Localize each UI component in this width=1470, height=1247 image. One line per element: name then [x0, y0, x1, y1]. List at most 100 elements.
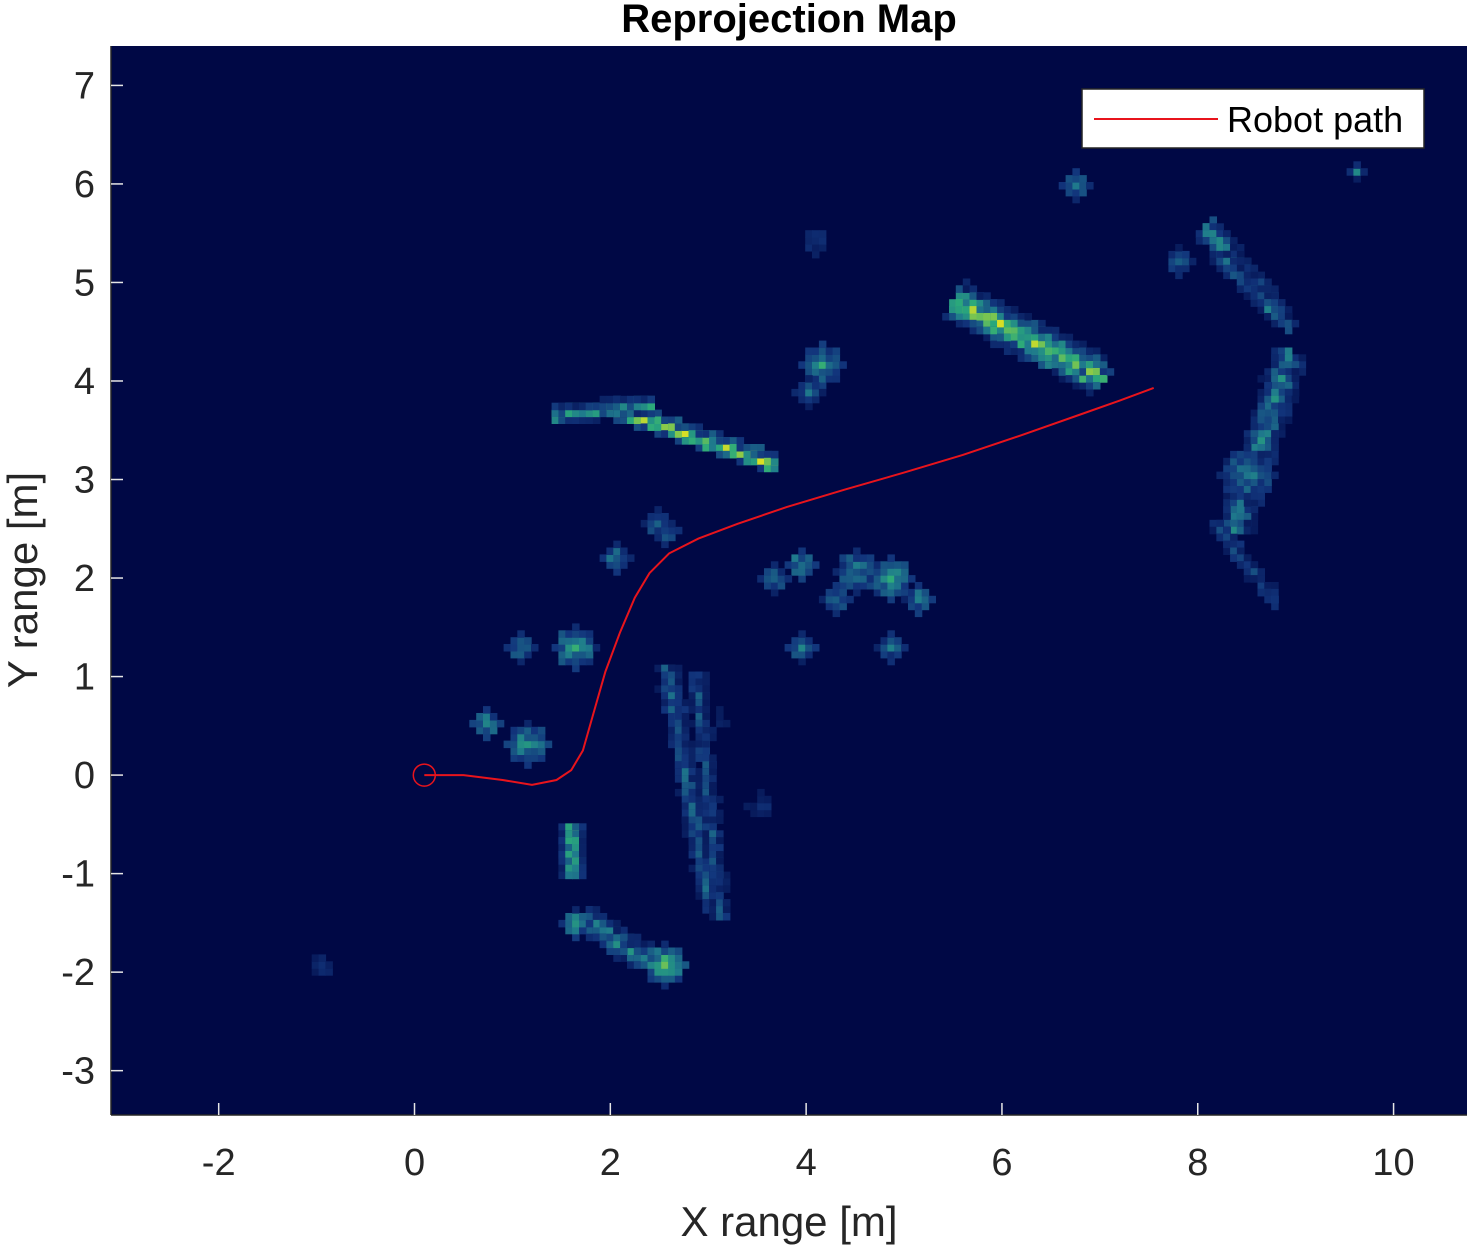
heatmap-cell-9	[716, 871, 724, 880]
heatmap-cell-1	[647, 402, 655, 411]
heatmap-cell-23	[839, 561, 847, 569]
heatmap-cell-14	[510, 747, 518, 755]
heatmap-cell-36	[1236, 478, 1245, 486]
heatmap-cell-22	[770, 561, 779, 569]
heatmap-cell-7	[1216, 526, 1224, 535]
heatmap-cell-6	[1291, 395, 1300, 404]
heatmap-cell-27	[798, 657, 806, 666]
heatmap-cell-2	[1010, 319, 1019, 328]
heatmap-cell-10	[565, 830, 573, 838]
heatmap-cell-37	[318, 961, 327, 969]
y-tick-label: 4	[74, 361, 95, 403]
heatmap-cell-31	[606, 940, 614, 949]
heatmap-cell-7	[1264, 595, 1272, 604]
heatmap-cell-9	[695, 726, 703, 735]
heatmap-cell-9	[695, 754, 703, 762]
heatmap-cell-2	[969, 292, 978, 300]
heatmap-cell-25	[901, 575, 909, 583]
heatmap-cell-4	[1216, 223, 1224, 231]
heatmap-cell-22	[777, 575, 786, 583]
heatmap-cell-15	[579, 657, 587, 666]
heatmap-cell-23	[860, 561, 868, 569]
heatmap-cell-31	[606, 933, 614, 942]
heatmap-cell-7	[1223, 533, 1231, 542]
heatmap-cell-2	[1072, 368, 1080, 376]
heatmap-cell-9	[709, 906, 717, 914]
heatmap-cell-2	[1031, 354, 1039, 362]
heatmap-cell-28	[894, 644, 902, 652]
heatmap-cell-9	[702, 823, 710, 831]
heatmap-cell-21	[791, 568, 799, 576]
heatmap-cell-23	[860, 554, 868, 562]
heatmap-cell-2	[1086, 382, 1094, 390]
heatmap-cell-6	[1271, 416, 1279, 424]
heatmap-cell-36	[1250, 464, 1259, 473]
heatmap-cell-2	[1079, 375, 1087, 383]
heatmap-cell-9	[716, 816, 724, 824]
heatmap-cell-27	[805, 637, 813, 645]
heatmap-cell-8	[681, 795, 690, 804]
heatmap-cell-0	[764, 457, 772, 466]
heatmap-cell-11	[633, 940, 642, 949]
heatmap-cell-32	[1065, 182, 1074, 190]
heatmap-cell-0	[668, 423, 676, 431]
heatmap-cell-8	[688, 788, 697, 797]
heatmap-cell-19	[832, 347, 841, 355]
heatmap-cell-2	[1024, 319, 1032, 328]
heatmap-cell-17	[606, 561, 614, 569]
heatmap-cell-22	[784, 575, 793, 583]
heatmap-cell-9	[716, 892, 724, 900]
heatmap-cell-15	[558, 650, 566, 659]
heatmap-cell-6	[1278, 382, 1286, 390]
heatmap-cell-11	[592, 919, 601, 928]
heatmap-cell-20	[812, 388, 820, 397]
heatmap-cell-1	[640, 402, 649, 411]
heatmap-cell-29	[661, 513, 669, 521]
heatmap-cell-36	[1223, 471, 1231, 480]
heatmap-cell-13	[476, 726, 484, 735]
heatmap-cell-8	[674, 747, 683, 755]
heatmap-cell-5	[1271, 306, 1279, 314]
heatmap-cell-1	[633, 402, 642, 411]
heatmap-cell-27	[812, 644, 820, 652]
heatmap-cell-2	[997, 299, 1005, 307]
heatmap-cell-36	[1250, 485, 1259, 493]
y-tick-label: 7	[74, 65, 95, 107]
heatmap-cell-4	[1195, 237, 1204, 245]
heatmap-cell-23	[853, 568, 861, 576]
heatmap-cell-13	[476, 713, 484, 721]
heatmap-cell-5	[1209, 257, 1217, 266]
heatmap-cell-8	[668, 713, 676, 721]
heatmap-cell-9	[702, 671, 710, 680]
heatmap-cell-9	[688, 671, 697, 680]
heatmap-cell-31	[627, 940, 635, 949]
heatmap-cell-24	[832, 609, 841, 618]
heatmap-cell-7	[1223, 547, 1231, 555]
heatmap-cell-8	[668, 733, 676, 742]
heatmap-cell-6	[1230, 526, 1238, 535]
heatmap-cell-2	[990, 299, 998, 307]
heatmap-cell-2	[1045, 354, 1053, 362]
heatmap-cell-6	[1250, 437, 1259, 445]
heatmap-cell-8	[695, 871, 703, 880]
heatmap-cell-5	[1284, 313, 1293, 321]
heatmap-cell-6	[1278, 388, 1286, 397]
heatmap-cell-23	[860, 575, 868, 583]
heatmap-cell-2	[962, 292, 971, 300]
heatmap-cell-6	[1271, 409, 1279, 418]
heatmap-cell-8	[695, 830, 703, 838]
heatmap-cell-32	[1058, 182, 1067, 190]
heatmap-cell-12	[661, 968, 669, 976]
heatmap-cell-2	[1058, 368, 1067, 376]
heatmap-cell-22	[757, 575, 765, 583]
heatmap-cell-14	[524, 761, 532, 769]
heatmap-cell-8	[688, 823, 697, 831]
heatmap-cell-19	[805, 368, 813, 376]
heatmap-cell-7	[1230, 540, 1238, 549]
heatmap-cell-7	[1209, 519, 1217, 528]
heatmap-cell-8	[688, 851, 697, 859]
heatmap-cell-0	[668, 416, 676, 424]
heatmap-cell-2	[1031, 340, 1039, 349]
heatmap-cell-0	[716, 437, 724, 445]
heatmap-cell-9	[716, 913, 724, 921]
